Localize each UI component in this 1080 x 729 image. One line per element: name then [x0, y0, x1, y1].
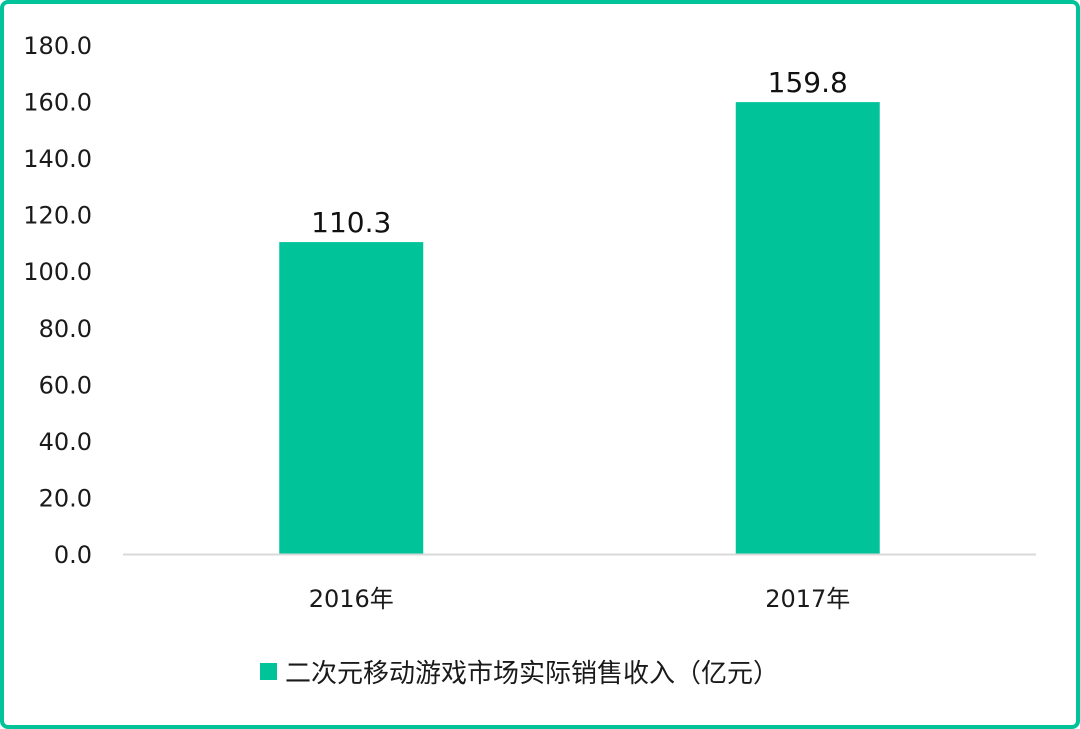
legend: 二次元移动游戏市场实际销售收入（亿元） — [260, 659, 779, 689]
legend-label: 二次元移动游戏市场实际销售收入（亿元） — [285, 659, 779, 689]
data-label: 159.8 — [768, 66, 848, 99]
data-labels-group: 110.3 159.8 — [311, 66, 848, 239]
y-tick-label: 140.0 — [23, 145, 92, 173]
bar-0 — [279, 242, 424, 554]
x-category-label: 2017年 — [765, 585, 850, 613]
y-tick-label: 40.0 — [39, 428, 92, 456]
y-axis-ticks: 0.0 20.0 40.0 60.0 80.0 100.0 120.0 140.0 160.0 1… — [23, 32, 92, 569]
y-tick-label: 60.0 — [39, 371, 92, 399]
y-tick-label: 80.0 — [39, 315, 92, 343]
y-tick-label: 180.0 — [23, 32, 92, 60]
x-category-label: 2016年 — [309, 585, 394, 613]
x-axis-categories: 2016年 2017年 — [309, 585, 851, 613]
y-tick-label: 20.0 — [39, 484, 92, 512]
y-tick-label: 100.0 — [23, 258, 92, 286]
data-label: 110.3 — [311, 206, 391, 239]
y-tick-label: 0.0 — [54, 541, 92, 569]
y-tick-label: 160.0 — [23, 89, 92, 117]
y-tick-label: 120.0 — [23, 202, 92, 230]
bars-group — [279, 102, 880, 555]
legend-swatch — [260, 663, 277, 680]
bar-1 — [735, 102, 880, 555]
